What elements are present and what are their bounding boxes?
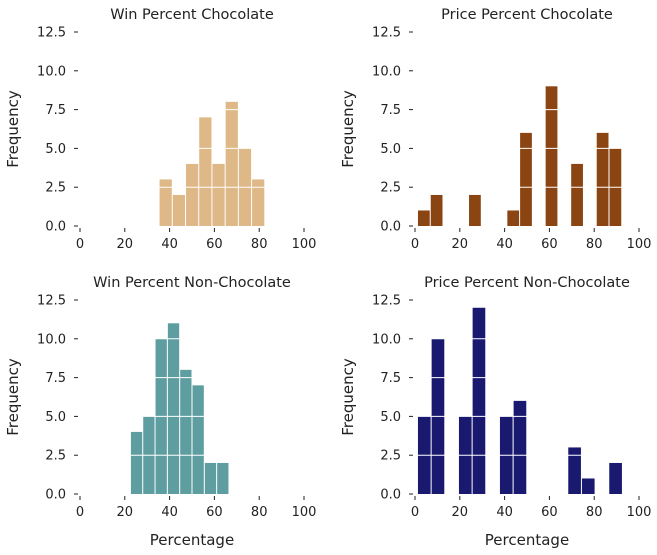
x-tick-label: 0 bbox=[76, 505, 84, 520]
chart-title: Win Percent Non-Chocolate bbox=[93, 275, 291, 291]
x-tick-label: 100 bbox=[627, 237, 652, 252]
x-tick-label: 0 bbox=[411, 237, 419, 252]
histogram-bar bbox=[430, 194, 443, 226]
x-tick-label: 20 bbox=[117, 237, 134, 252]
panel-price-percent-chocolate: 0.0 2.5 5.0 7.5 10.0 12.5 0 20 40 60 80 100 Price Pe… bbox=[339, 7, 651, 252]
x-tick-label: 20 bbox=[452, 237, 469, 252]
y-axis-label: Frequency bbox=[4, 358, 22, 436]
y-tick-label: 10.0 bbox=[37, 332, 66, 347]
y-tick-label: 0.0 bbox=[380, 220, 401, 235]
x-tick-label: 40 bbox=[496, 237, 513, 252]
y-tick-label: 7.5 bbox=[380, 371, 401, 386]
y-tick-label: 0.0 bbox=[380, 488, 401, 503]
histogram-bar bbox=[513, 400, 527, 494]
histogram-bar bbox=[167, 323, 180, 494]
chart-title: Price Percent Non-Chocolate bbox=[424, 275, 630, 291]
histogram-bar bbox=[199, 117, 212, 226]
x-tick-label: 80 bbox=[251, 505, 268, 520]
chart-title: Win Percent Chocolate bbox=[110, 7, 274, 23]
panel-win-percent-non-chocolate: 0.0 2.5 5.0 7.5 10.0 12.5 0 20 40 60 80 100 Win Perc… bbox=[4, 275, 316, 549]
x-tick-label: 40 bbox=[496, 505, 513, 520]
histogram-bar bbox=[225, 101, 238, 226]
histogram-bar bbox=[545, 86, 558, 226]
x-tick-label: 100 bbox=[292, 237, 317, 252]
x-tick-label: 0 bbox=[411, 505, 419, 520]
histogram-bar bbox=[172, 194, 186, 226]
histogram-bar bbox=[581, 478, 595, 494]
x-tick-label: 40 bbox=[161, 505, 178, 520]
y-tick-label: 12.5 bbox=[372, 294, 401, 309]
y-tick-label: 10.0 bbox=[372, 64, 401, 79]
histogram-bar bbox=[217, 462, 229, 494]
panel-win-percent-chocolate: 0.0 2.5 5.0 7.5 10.0 12.5 0 20 40 60 80 100 Win Perc… bbox=[4, 7, 316, 252]
y-tick-label: 5.0 bbox=[45, 142, 66, 157]
histogram-bar bbox=[609, 462, 622, 494]
x-tick-label: 80 bbox=[251, 237, 268, 252]
histogram-bar bbox=[204, 462, 217, 494]
histogram-bar bbox=[159, 179, 172, 226]
x-axis-label: Percentage bbox=[485, 531, 569, 549]
y-tick-label: 10.0 bbox=[37, 64, 66, 79]
x-tick-label: 40 bbox=[161, 237, 178, 252]
y-tick-label: 7.5 bbox=[380, 103, 401, 118]
x-tick-label: 20 bbox=[117, 505, 134, 520]
histogram-bar bbox=[192, 385, 204, 494]
x-tick-label: 60 bbox=[206, 505, 223, 520]
x-axis-label: Percentage bbox=[150, 531, 234, 549]
x-tick-label: 80 bbox=[586, 237, 603, 252]
y-tick-label: 12.5 bbox=[37, 294, 66, 309]
x-tick-label: 0 bbox=[76, 237, 84, 252]
y-tick-label: 0.0 bbox=[45, 220, 66, 235]
histogram-bar bbox=[180, 369, 192, 494]
histogram-bar bbox=[596, 132, 609, 226]
y-axis-label: Frequency bbox=[4, 90, 22, 168]
histogram-bar bbox=[507, 210, 520, 226]
y-tick-label: 7.5 bbox=[45, 103, 66, 118]
y-tick-label: 5.0 bbox=[380, 142, 401, 157]
x-tick-label: 60 bbox=[541, 237, 558, 252]
y-tick-label: 5.0 bbox=[45, 410, 66, 425]
histogram-bar bbox=[417, 210, 430, 226]
y-tick-label: 10.0 bbox=[372, 332, 401, 347]
histogram-bar bbox=[469, 194, 481, 226]
y-axis-label: Frequency bbox=[339, 90, 357, 168]
y-tick-label: 2.5 bbox=[45, 181, 66, 196]
x-tick-label: 100 bbox=[627, 505, 652, 520]
histogram-bar bbox=[568, 447, 581, 494]
histogram-bar bbox=[472, 307, 486, 494]
histogram-bar bbox=[520, 132, 532, 226]
panel-price-percent-non-chocolate: 0.0 2.5 5.0 7.5 10.0 12.5 0 20 40 60 80 100 Price Pe… bbox=[339, 275, 651, 549]
y-axis-label: Frequency bbox=[339, 358, 357, 436]
histogram-bar bbox=[130, 431, 143, 494]
y-tick-label: 0.0 bbox=[45, 488, 66, 503]
x-tick-label: 20 bbox=[452, 505, 469, 520]
x-tick-label: 80 bbox=[586, 505, 603, 520]
y-tick-label: 5.0 bbox=[380, 410, 401, 425]
histogram-bar bbox=[252, 179, 265, 226]
x-tick-label: 60 bbox=[541, 505, 558, 520]
histogram-bar bbox=[186, 163, 199, 226]
chart-title: Price Percent Chocolate bbox=[441, 7, 613, 23]
histogram-bar bbox=[212, 163, 225, 226]
y-tick-label: 12.5 bbox=[372, 26, 401, 41]
y-tick-label: 7.5 bbox=[45, 371, 66, 386]
y-tick-label: 2.5 bbox=[45, 449, 66, 464]
y-tick-label: 12.5 bbox=[37, 26, 66, 41]
histogram-bar bbox=[571, 163, 583, 226]
y-tick-label: 2.5 bbox=[380, 449, 401, 464]
x-tick-label: 60 bbox=[206, 237, 223, 252]
y-tick-label: 2.5 bbox=[380, 181, 401, 196]
x-tick-label: 100 bbox=[292, 505, 317, 520]
